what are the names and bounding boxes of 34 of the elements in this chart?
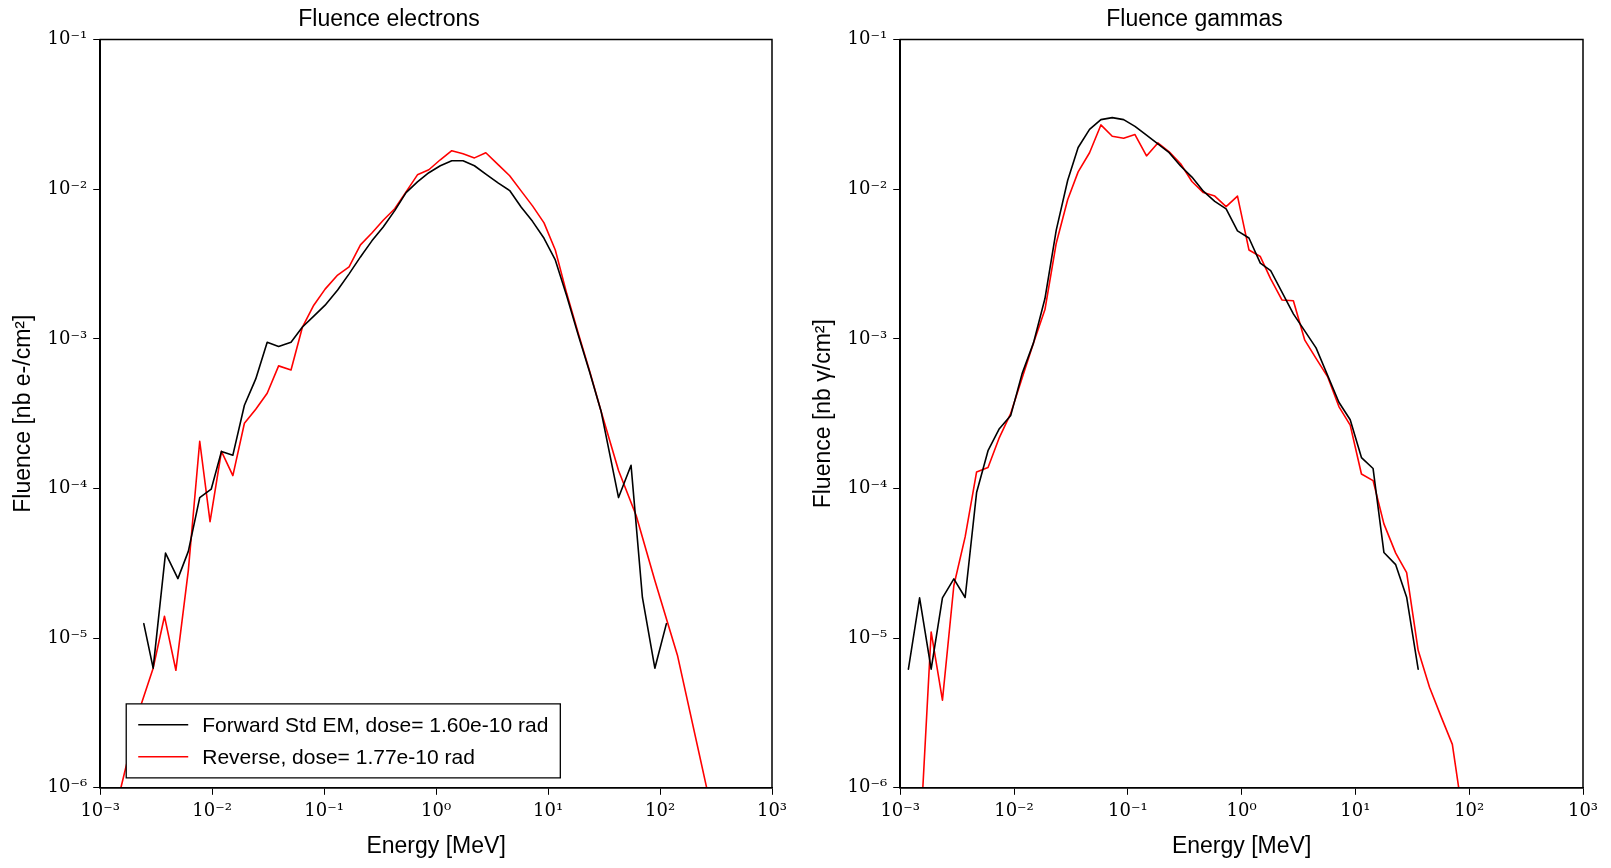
x-axis-title: Energy [MeV] <box>1171 831 1312 858</box>
y-tick-label: 10⁻⁴ <box>47 476 88 498</box>
chart-title: Fluence electrons <box>298 5 480 32</box>
y-tick-label: 10⁻⁵ <box>847 625 888 647</box>
x-axis-title: Energy [MeV] <box>366 831 506 858</box>
y-tick-label: 10⁻⁶ <box>47 775 88 797</box>
y-tick-label: 10⁻¹ <box>847 27 888 49</box>
x-tick-label: 10⁰ <box>1226 799 1257 821</box>
y-tick-label: 10⁻² <box>847 176 888 198</box>
x-tick-label: 10² <box>1454 799 1485 821</box>
x-tick-label: 10³ <box>1567 799 1599 821</box>
x-tick-label: 10⁻³ <box>80 799 121 821</box>
y-axis-title: Fluence [nb e-/cm²] <box>9 314 36 513</box>
x-tick-label: 10⁻² <box>192 799 232 821</box>
x-tick-label: 10² <box>644 799 676 821</box>
y-tick-label: 10⁻⁵ <box>47 625 88 647</box>
y-tick-label: 10⁻³ <box>47 326 88 348</box>
y-tick-label: 10⁻⁶ <box>847 775 888 797</box>
y-tick-label: 10⁻³ <box>847 326 888 348</box>
x-tick-label: 10⁻² <box>994 799 1034 821</box>
x-tick-label: 10¹ <box>533 799 564 821</box>
y-axis-title: Fluence [nb γ/cm²] <box>809 319 836 509</box>
y-tick-label: 10⁻⁴ <box>847 476 888 498</box>
x-tick-label: 10⁻¹ <box>1108 799 1148 821</box>
x-tick-label: 10⁰ <box>421 799 452 821</box>
legend-label: Reverse, dose= 1.77e-10 rad <box>202 744 475 768</box>
y-tick-label: 10⁻¹ <box>47 27 88 49</box>
x-tick-label: 10⁻³ <box>880 799 921 821</box>
x-tick-label: 10³ <box>756 799 788 821</box>
legend-label: Forward Std EM, dose= 1.60e-10 rad <box>202 712 549 736</box>
chart-title: Fluence gammas <box>1106 5 1283 32</box>
y-tick-label: 10⁻² <box>47 176 88 198</box>
x-tick-label: 10⁻¹ <box>304 799 344 821</box>
x-tick-label: 10¹ <box>1340 799 1371 821</box>
